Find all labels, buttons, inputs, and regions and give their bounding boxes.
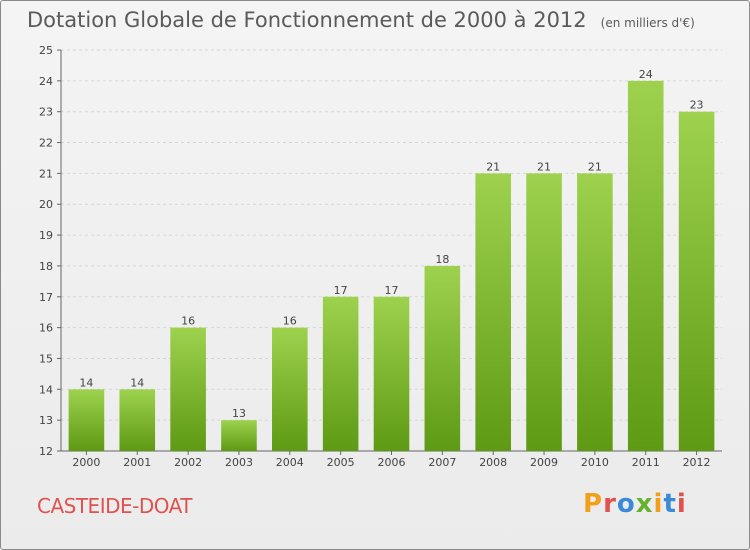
- data-label: 14: [130, 376, 144, 389]
- x-tick-label: 2007: [428, 456, 456, 469]
- y-tick-label: 17: [39, 291, 53, 304]
- bar: [170, 327, 206, 451]
- y-tick-label: 15: [39, 352, 53, 365]
- logo-letter: i: [653, 489, 664, 519]
- y-tick-label: 18: [39, 260, 53, 273]
- data-label: 14: [79, 376, 93, 389]
- x-tick-label: 2002: [174, 456, 202, 469]
- y-tick-label: 20: [39, 198, 53, 211]
- bar: [627, 80, 664, 451]
- logo-letter: P: [583, 489, 604, 519]
- x-tick-label: 2011: [632, 456, 660, 469]
- logo-letter: x: [635, 489, 654, 519]
- logo-letter: t: [663, 489, 677, 519]
- proxiti-logo: Proxiti: [583, 489, 687, 519]
- bar: [68, 389, 105, 451]
- data-label: 17: [334, 284, 348, 297]
- bar: [373, 296, 410, 451]
- y-tick-label: 22: [39, 137, 53, 150]
- data-label: 18: [435, 253, 449, 266]
- x-tick-label: 2000: [72, 456, 100, 469]
- y-tick-label: 25: [39, 44, 53, 57]
- y-tick-label: 14: [39, 383, 53, 396]
- data-label: 23: [690, 99, 704, 112]
- commune-name: CASTEIDE-DOAT: [37, 494, 192, 518]
- x-tick-label: 2006: [378, 456, 406, 469]
- data-label: 13: [232, 407, 246, 420]
- y-tick-label: 13: [39, 414, 53, 427]
- bar: [322, 296, 359, 451]
- x-tick-label: 2010: [581, 456, 609, 469]
- x-tick-label: 2009: [530, 456, 558, 469]
- x-tick-label: 2008: [479, 456, 507, 469]
- y-tick-label: 19: [39, 229, 53, 242]
- bar: [272, 327, 308, 451]
- y-tick-label: 24: [39, 75, 53, 88]
- y-tick-label: 23: [39, 106, 53, 119]
- bar: [475, 173, 511, 451]
- data-label: 16: [283, 315, 297, 328]
- data-label: 21: [486, 160, 500, 173]
- x-tick-label: 2005: [327, 456, 355, 469]
- data-label: 24: [639, 68, 653, 81]
- logo-letter: i: [676, 489, 687, 519]
- y-tick-label: 21: [39, 167, 53, 180]
- x-tick-label: 2012: [683, 456, 711, 469]
- data-label: 21: [537, 160, 551, 173]
- logo-letter: o: [616, 489, 636, 519]
- x-tick-label: 2001: [123, 456, 151, 469]
- y-tick-label: 16: [39, 322, 53, 335]
- bar: [424, 265, 461, 451]
- data-label: 17: [385, 284, 399, 297]
- bar: [678, 111, 715, 451]
- chart-title: Dotation Globale de Fonctionnement de 20…: [27, 8, 695, 32]
- data-label: 21: [588, 160, 602, 173]
- data-label: 16: [181, 315, 195, 328]
- bar: [577, 173, 613, 451]
- x-tick-label: 2004: [276, 456, 304, 469]
- bar: [119, 389, 156, 451]
- chart-subtitle: (en milliers d'€): [600, 16, 695, 30]
- bar: [221, 420, 257, 451]
- y-tick-label: 12: [39, 445, 53, 458]
- bar: [526, 173, 562, 451]
- x-tick-label: 2003: [225, 456, 253, 469]
- logo-letter: r: [603, 489, 617, 519]
